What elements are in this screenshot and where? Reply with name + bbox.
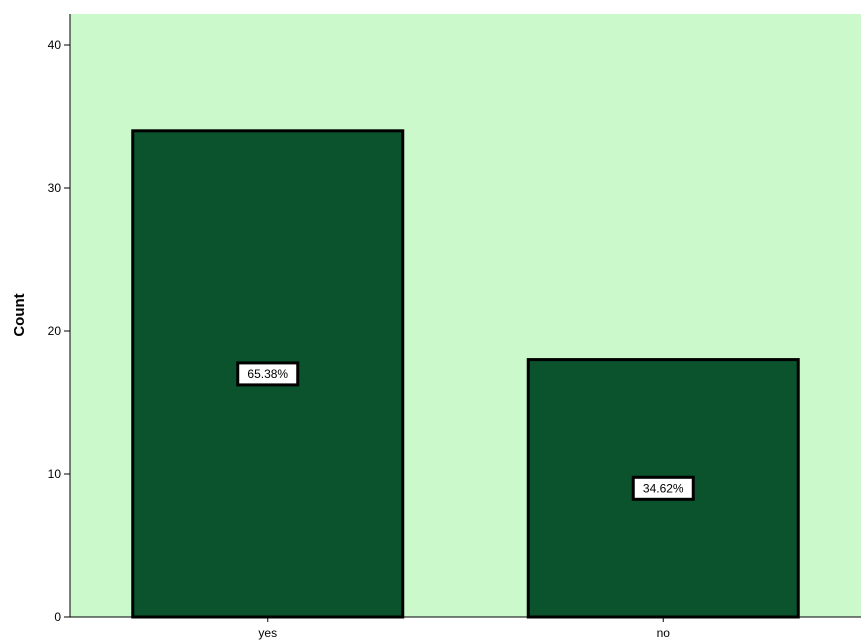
x-tick-label: no	[657, 626, 671, 640]
data-label: 65.38%	[236, 361, 300, 387]
y-tick-label: 30	[48, 181, 62, 195]
y-tick-label: 40	[48, 38, 62, 52]
y-tick-label: 0	[54, 610, 61, 624]
data-label-box	[236, 361, 300, 387]
data-label-text: 65.38%	[247, 367, 288, 381]
data-label-box	[631, 475, 695, 501]
y-axis: 0 10 20 30 40	[48, 14, 71, 624]
data-label: 34.62%	[631, 475, 695, 501]
y-tick-label: 10	[48, 467, 62, 481]
y-tick-label: 20	[48, 324, 62, 338]
x-axis: yes no	[70, 616, 861, 640]
x-tick-label: yes	[258, 626, 277, 640]
data-labels-layer: 65.38% 34.62%	[236, 361, 695, 501]
y-axis-title: Count	[11, 293, 28, 336]
data-label-text: 34.62%	[643, 481, 684, 495]
